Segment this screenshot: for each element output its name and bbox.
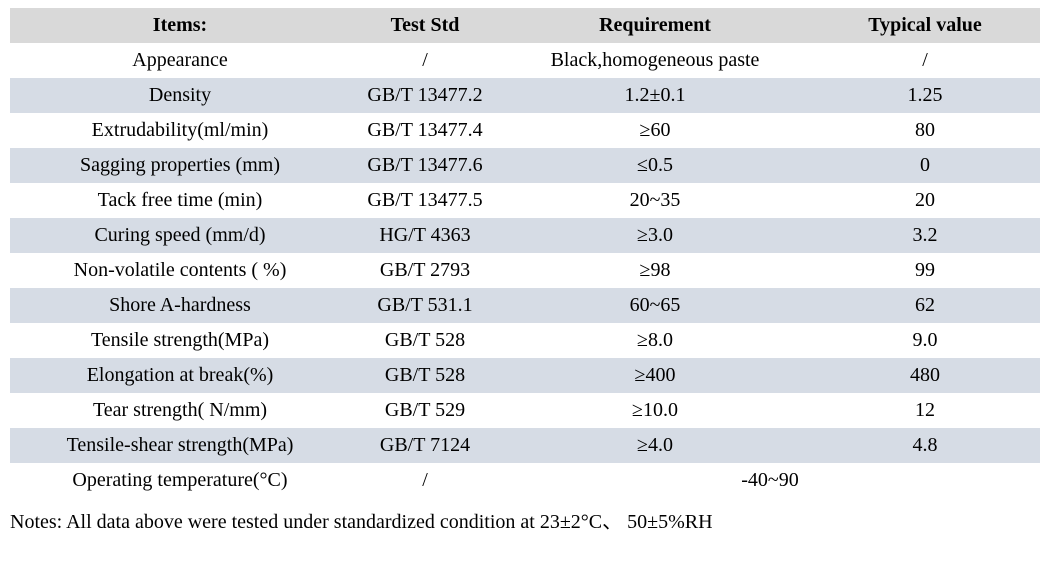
requirement-cell: ≥400: [500, 358, 810, 393]
typical-value-cell: 3.2: [810, 218, 1040, 253]
notes-text: Notes: All data above were tested under …: [10, 511, 713, 533]
item-cell: Extrudability(ml/min): [91, 119, 269, 141]
table-row: Elongation at break(%) GB/T 528 ≥400 480: [10, 358, 1040, 393]
test-std-cell: GB/T 531.1: [350, 288, 500, 323]
table-row: Curing speed (mm/d) HG/T 4363 ≥3.0 3.2: [10, 218, 1040, 253]
table-row: Density GB/T 13477.2 1.2±0.1 1.25: [10, 78, 1040, 113]
item-cell: Operating temperature(°C): [72, 469, 288, 491]
test-std-cell: GB/T 13477.4: [367, 119, 483, 141]
item-cell: Sagging properties (mm): [10, 148, 350, 183]
table-row: Tensile-shear strength(MPa) GB/T 7124 ≥4.0…: [10, 428, 1040, 463]
test-std-cell: GB/T 528: [384, 329, 466, 351]
test-std-cell: GB/T 529: [384, 399, 466, 421]
test-std-cell: /: [422, 469, 428, 491]
item-cell: Tensile-shear strength(MPa): [10, 428, 350, 463]
header-requirement: Requirement: [500, 8, 810, 43]
item-cell: Density: [10, 78, 350, 113]
table-row: Tack free time (min) GB/T 13477.5 20~35 20: [10, 183, 1040, 218]
table-row: Operating temperature(°C) / -40~90: [10, 463, 1040, 498]
table-row: Shore A-hardness GB/T 531.1 60~65 62: [10, 288, 1040, 323]
requirement-cell: 60~65: [500, 288, 810, 323]
item-cell: Curing speed (mm/d): [10, 218, 350, 253]
header-row: Items: Test Std Requirement Typical valu…: [10, 8, 1040, 43]
typical-value-cell: 80: [915, 119, 935, 141]
test-std-cell: GB/T 528: [350, 358, 500, 393]
typical-value-cell: 4.8: [810, 428, 1040, 463]
typical-value-cell: 12: [915, 399, 935, 421]
test-std-cell: GB/T 13477.2: [350, 78, 500, 113]
test-std-cell: HG/T 4363: [350, 218, 500, 253]
requirement-cell: ≤0.5: [500, 148, 810, 183]
typical-value-cell: /: [922, 49, 928, 71]
item-cell: Tensile strength(MPa): [90, 329, 269, 351]
test-std-cell: /: [422, 49, 428, 71]
typical-value-cell: 1.25: [810, 78, 1040, 113]
table-row: Sagging properties (mm) GB/T 13477.6 ≤0.5 0: [10, 148, 1040, 183]
test-std-cell: GB/T 2793: [379, 259, 471, 281]
item-cell: Elongation at break(%): [10, 358, 350, 393]
requirement-cell: ≥60: [639, 119, 671, 141]
requirement-cell: ≥8.0: [637, 329, 673, 351]
typical-value-cell: 0: [810, 148, 1040, 183]
test-std-cell: GB/T 13477.5: [367, 189, 483, 211]
table-row: Non-volatile contents ( %) GB/T 2793 ≥98 99: [10, 253, 1040, 288]
requirement-cell: ≥98: [639, 259, 671, 281]
table-row: Appearance / Black,homogeneous paste /: [10, 43, 1040, 78]
requirement-cell: -40~90: [741, 469, 799, 491]
item-cell: Tear strength( N/mm): [92, 399, 268, 421]
typical-value-cell: 480: [810, 358, 1040, 393]
header-typical-value: Typical value: [810, 8, 1040, 43]
requirement-cell: 1.2±0.1: [500, 78, 810, 113]
requirement-cell: ≥3.0: [500, 218, 810, 253]
item-cell: Shore A-hardness: [10, 288, 350, 323]
typical-value-cell: 20: [915, 189, 935, 211]
test-std-cell: GB/T 13477.6: [350, 148, 500, 183]
typical-value-cell: 99: [915, 259, 935, 281]
typical-value-cell: 9.0: [912, 329, 938, 351]
item-cell: Appearance: [132, 49, 228, 71]
header-test-std: Test Std: [350, 8, 500, 43]
table-row: Tear strength( N/mm) GB/T 529 ≥10.0 12: [10, 393, 1040, 428]
table-row: Tensile strength(MPa) GB/T 528 ≥8.0 9.0: [10, 323, 1040, 358]
requirement-cell: ≥10.0: [632, 399, 678, 421]
typical-value-cell: 62: [810, 288, 1040, 323]
requirement-cell: ≥4.0: [500, 428, 810, 463]
item-cell: Tack free time (min): [97, 189, 263, 211]
item-cell: Non-volatile contents ( %): [73, 259, 287, 281]
table-body: Appearance / Black,homogeneous paste / Densi…: [10, 43, 1040, 498]
test-std-cell: GB/T 7124: [350, 428, 500, 463]
spec-table: Items: Test Std Requirement Typical valu…: [10, 8, 1040, 498]
table-row: Extrudability(ml/min) GB/T 13477.4 ≥60 80: [10, 113, 1040, 148]
datasheet-page: Items: Test Std Requirement Typical valu…: [10, 8, 1040, 533]
requirement-cell: 20~35: [629, 189, 681, 211]
requirement-cell: Black,homogeneous paste: [550, 49, 760, 71]
header-items: Items:: [10, 8, 350, 43]
